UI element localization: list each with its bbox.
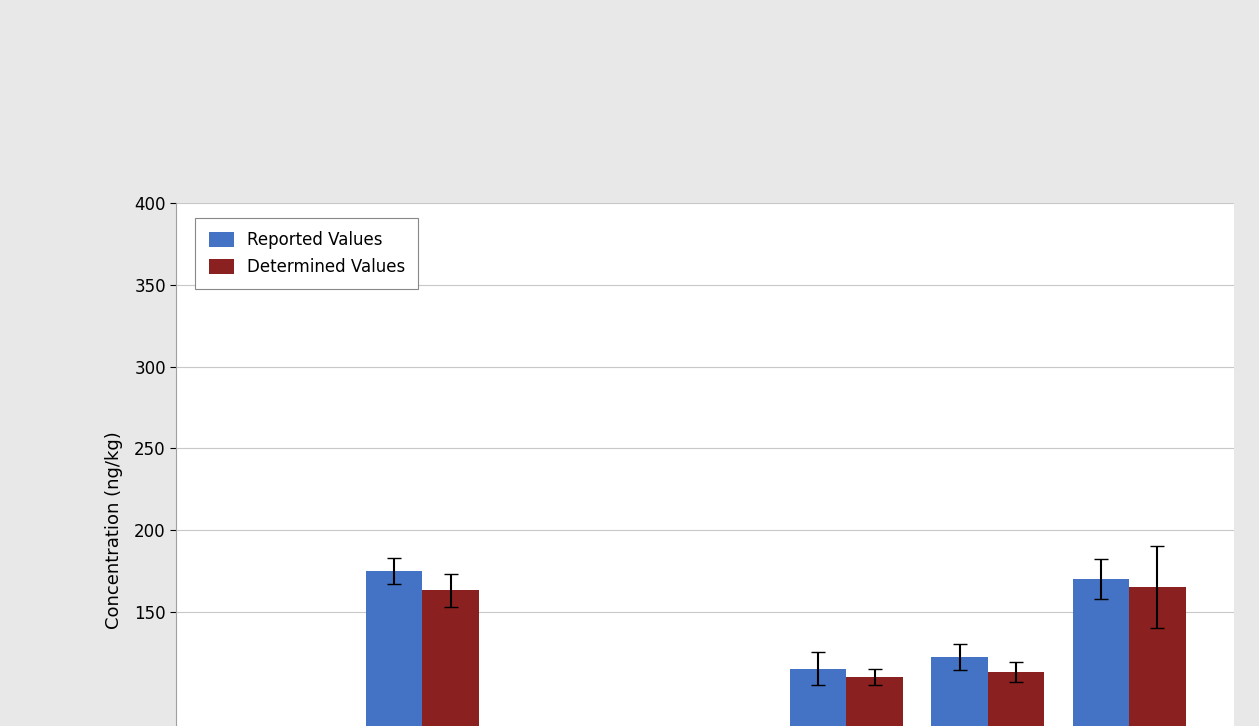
Bar bbox=[988, 672, 1045, 726]
Bar bbox=[789, 669, 846, 726]
Bar bbox=[932, 658, 988, 726]
Bar bbox=[846, 677, 903, 726]
Bar bbox=[365, 571, 422, 726]
Bar bbox=[1129, 587, 1186, 726]
Bar bbox=[422, 590, 478, 726]
Legend: Reported Values, Determined Values: Reported Values, Determined Values bbox=[195, 218, 418, 289]
Y-axis label: Concentration (ng/kg): Concentration (ng/kg) bbox=[104, 431, 123, 629]
Bar bbox=[1073, 579, 1129, 726]
